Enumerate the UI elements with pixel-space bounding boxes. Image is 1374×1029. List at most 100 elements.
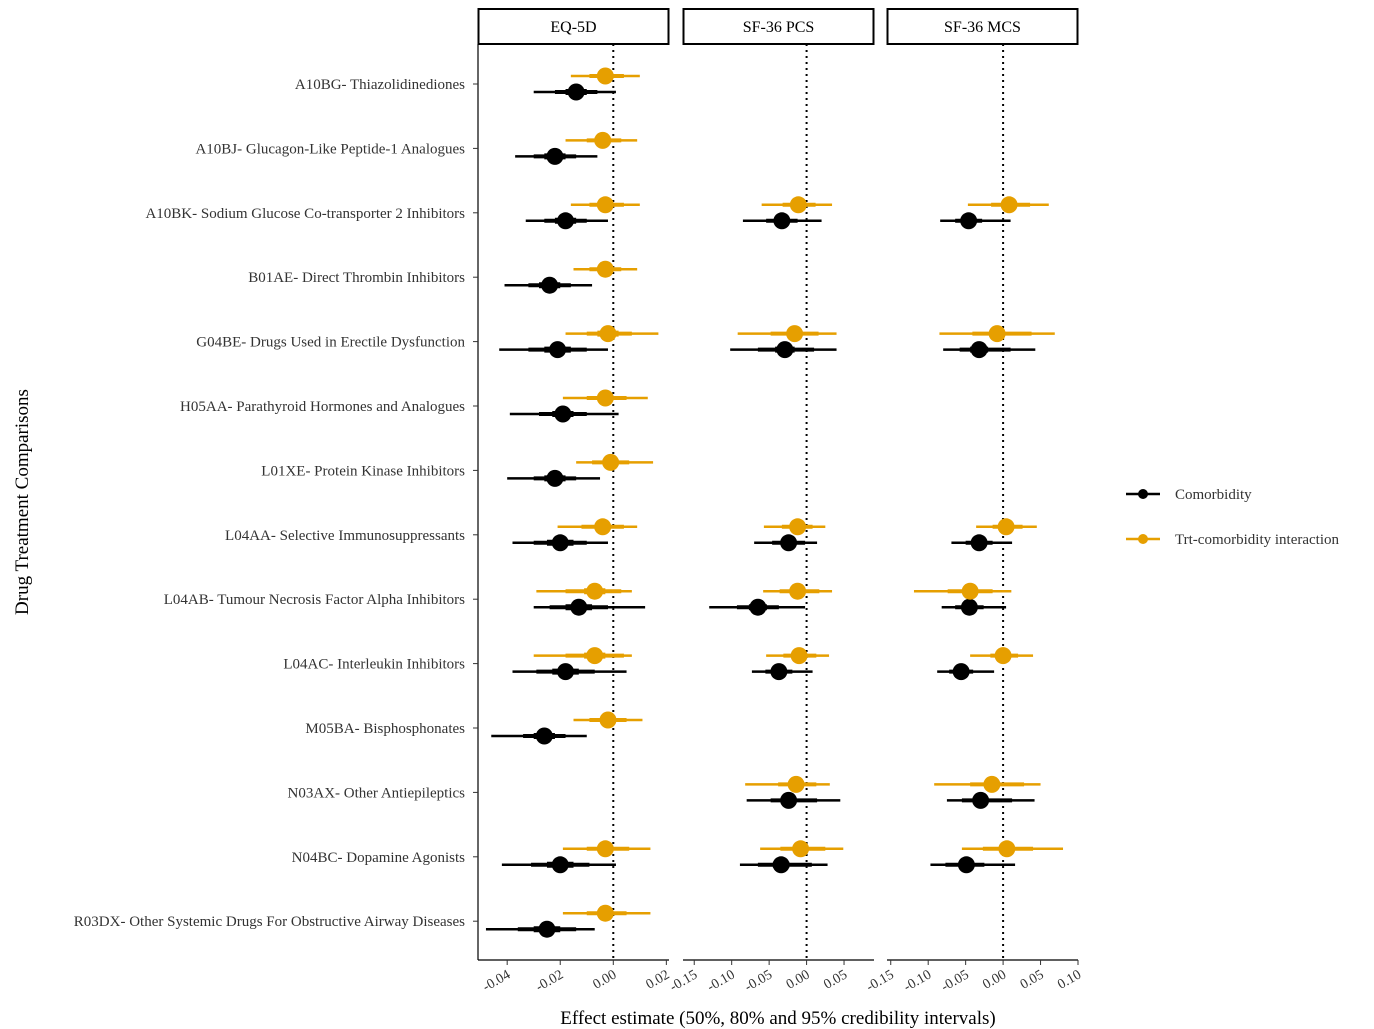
point-estimate: [773, 212, 791, 230]
point-estimate: [538, 920, 556, 938]
category-label: L04AC- Interleukin Inhibitors: [283, 657, 465, 673]
series-trt-comorbidity-interaction: [913, 196, 1064, 858]
point-estimate: [596, 389, 614, 407]
x-tick-label: 0.05: [1018, 967, 1047, 992]
point-estimate: [551, 534, 569, 552]
x-tick-label: -0.02: [533, 967, 566, 995]
legend-key-point: [1138, 534, 1148, 544]
point-estimate: [599, 325, 617, 343]
legend-key-point: [1138, 489, 1148, 499]
point-estimate: [998, 840, 1016, 858]
point-estimate: [599, 711, 617, 729]
point-estimate: [970, 341, 988, 359]
facet-strip: [886, 8, 1079, 45]
point-estimate: [786, 325, 804, 343]
point-estimate: [789, 582, 807, 600]
category-label: A10BG- Thiazolidinediones: [295, 77, 465, 93]
x-tick-label: -0.10: [705, 967, 738, 995]
category-label: N03AX- Other Antiepileptics: [288, 785, 466, 801]
point-estimate: [586, 582, 604, 600]
point-estimate: [554, 405, 572, 423]
legend-item: Comorbidity: [1126, 487, 1252, 503]
point-estimate: [789, 518, 807, 536]
point-estimate: [770, 663, 788, 681]
point-estimate: [787, 775, 805, 793]
category-label: B01AE- Direct Thrombin Inhibitors: [248, 270, 465, 286]
point-estimate: [997, 518, 1015, 536]
category-label: L04AA- Selective Immunosuppressants: [225, 528, 465, 544]
point-estimate: [983, 775, 1001, 793]
point-estimate: [952, 663, 970, 681]
x-tick-label: 0.05: [821, 967, 850, 992]
series-trt-comorbidity-interaction: [533, 67, 659, 922]
point-estimate: [972, 791, 990, 809]
point-estimate: [541, 276, 559, 294]
facet-sf-36-pcs: SF-36 PCS -0.15 -0.10 -0.05 0.00 0.05: [667, 8, 875, 995]
facet-strip: [682, 8, 875, 45]
point-estimate: [594, 131, 612, 149]
point-estimate: [780, 791, 798, 809]
point-estimate: [789, 196, 807, 214]
point-estimate: [596, 67, 614, 85]
point-estimate: [772, 856, 790, 874]
x-tick-label: -0.05: [939, 967, 972, 995]
point-estimate: [749, 598, 767, 616]
point-estimate: [596, 260, 614, 278]
y-axis-title: Drug Treatment Comparisons: [12, 389, 33, 615]
x-tick-label: 0.02: [644, 967, 673, 992]
point-estimate: [546, 147, 564, 165]
point-estimate: [596, 196, 614, 214]
category-label: G04BE- Drugs Used in Erectile Dysfunctio…: [196, 335, 465, 351]
series-trt-comorbidity-interaction: [737, 196, 844, 858]
point-estimate: [586, 647, 604, 665]
x-tick-label: -0.04: [480, 967, 513, 995]
point-estimate: [994, 647, 1012, 665]
facet-sf-36-mcs: SF-36 MCS -0.15 -0.10 -0.05 0.00 0.05 0.10: [864, 8, 1084, 995]
category-label: A10BK- Sodium Glucose Co-transporter 2 I…: [145, 206, 465, 222]
category-label: A10BJ- Glucagon-Like Peptide-1 Analogues: [195, 141, 465, 157]
point-estimate: [960, 212, 978, 230]
facet-title: SF-36 MCS: [944, 19, 1021, 36]
point-estimate: [546, 469, 564, 487]
point-estimate: [535, 727, 553, 745]
point-estimate: [790, 647, 808, 665]
facet-title: SF-36 PCS: [743, 19, 815, 36]
point-estimate: [551, 856, 569, 874]
facet-title: EQ-5D: [550, 19, 596, 36]
x-tick-label: -0.10: [901, 967, 934, 995]
category-label: N04BC- Dopamine Agonists: [292, 850, 465, 866]
point-estimate: [970, 534, 988, 552]
point-estimate: [596, 904, 614, 922]
x-tick-label: 0.00: [784, 967, 813, 992]
x-tick-label: -0.15: [667, 967, 700, 995]
category-label: M05BA- Bisphosphonates: [305, 721, 465, 737]
category-label: L04AB- Tumour Necrosis Factor Alpha Inhi…: [164, 592, 465, 608]
point-estimate: [961, 582, 979, 600]
point-estimate: [1000, 196, 1018, 214]
point-estimate: [988, 325, 1006, 343]
series-comorbidity: [485, 83, 646, 938]
x-tick-label: 0.10: [1055, 967, 1084, 992]
x-tick-label: -0.15: [864, 967, 897, 995]
category-label: L01XE- Protein Kinase Inhibitors: [261, 463, 465, 479]
point-estimate: [602, 453, 620, 471]
legend-label: Comorbidity: [1175, 487, 1252, 503]
point-estimate: [567, 83, 585, 101]
point-estimate: [960, 598, 978, 616]
point-estimate: [792, 840, 810, 858]
point-estimate: [776, 341, 794, 359]
x-tick-label: -0.05: [742, 967, 775, 995]
point-estimate: [549, 341, 567, 359]
facet-eq-5d: EQ-5D -0.04 -0.02 0.00 0.02: [477, 8, 673, 995]
legend: Comorbidity Trt-comorbidity interaction: [1126, 487, 1340, 548]
point-estimate: [596, 840, 614, 858]
point-estimate: [780, 534, 798, 552]
category-label: R03DX- Other Systemic Drugs For Obstruct…: [74, 914, 465, 930]
x-axis-title: Effect estimate (50%, 80% and 95% credib…: [560, 1008, 995, 1029]
point-estimate: [557, 663, 575, 681]
x-tick-label: 0.00: [591, 967, 620, 992]
category-labels: A10BG- Thiazolidinediones A10BJ- Glucagon…: [74, 77, 478, 930]
point-estimate: [570, 598, 588, 616]
